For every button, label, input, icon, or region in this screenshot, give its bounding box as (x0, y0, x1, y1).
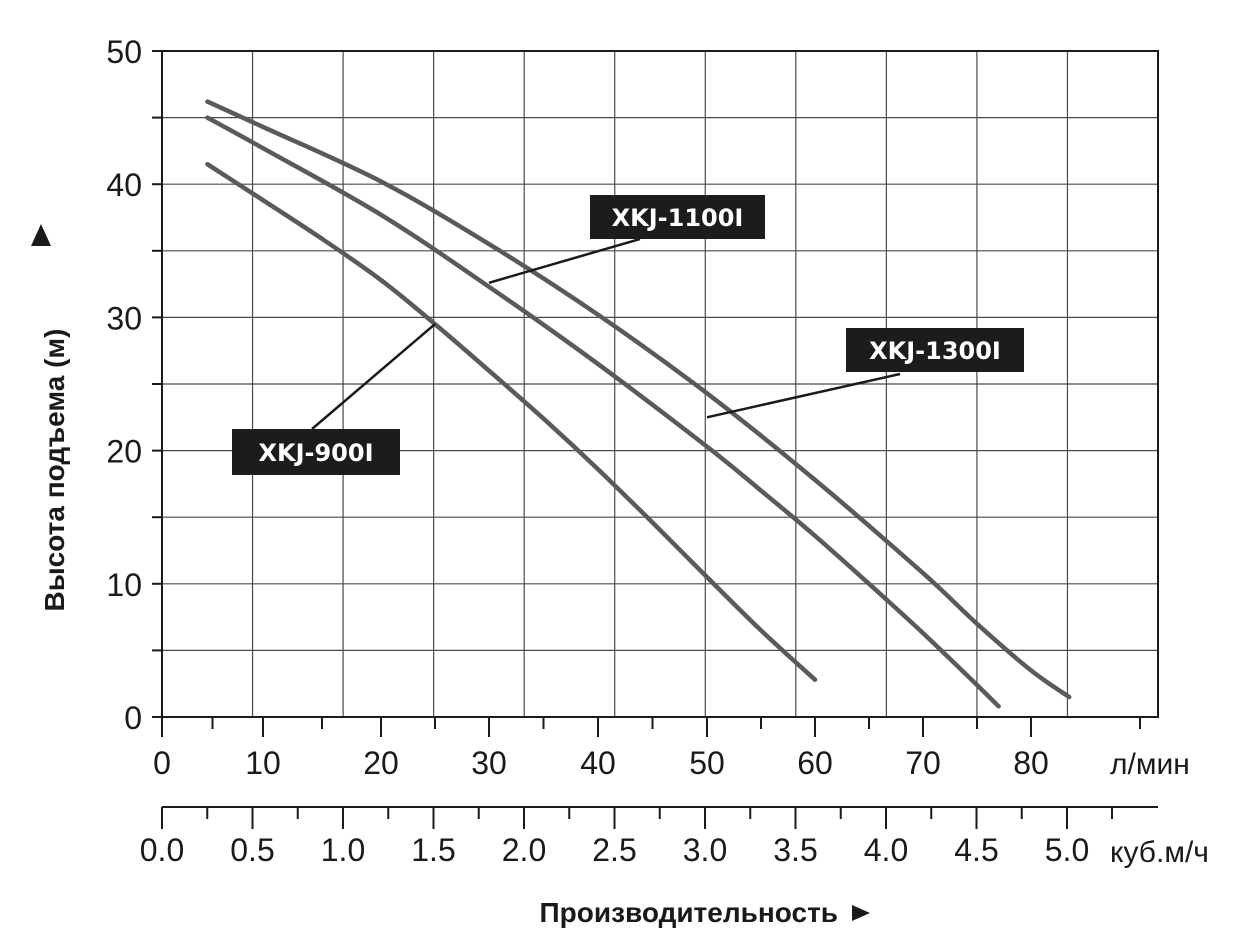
x-axis-arrow-icon (852, 905, 870, 921)
x-tick-label: 0 (153, 745, 171, 781)
x2-tick-label: 1.5 (411, 832, 455, 868)
annotation-tag-box (846, 328, 1024, 372)
y-tick-label: 0 (124, 700, 142, 736)
y-axis-title: Высота подъема (м) (39, 329, 70, 612)
y-axis-title-text: Высота подъема (м) (39, 329, 70, 612)
annotation-label: XKJ-1100I (612, 204, 744, 232)
annotation-tag-box (232, 429, 400, 475)
x-tick-label: 80 (1013, 745, 1049, 781)
series-line-xkj-900i (205, 161, 818, 682)
x2-tick-label: 4.0 (864, 832, 908, 868)
x2-tick-label: 5.0 (1045, 832, 1089, 868)
y-tick-label: 50 (106, 34, 142, 70)
x-tick-label: 60 (797, 745, 833, 781)
x2-tick-label: 3.5 (773, 832, 817, 868)
curves (205, 99, 1072, 709)
x-unit-label: л/мин (1110, 748, 1190, 781)
y-axis-arrow-icon (31, 224, 51, 246)
annotation-label: XKJ-1300I (869, 337, 1001, 365)
annotation-leader-line (706, 372, 901, 419)
x2-tick-label: 0.0 (140, 832, 184, 868)
y-tick-label: 30 (106, 300, 142, 336)
plot-frame (161, 50, 1159, 718)
x-axis-title: Производительность (540, 897, 838, 928)
x2-unit-label: куб.м/ч (1110, 836, 1209, 869)
x-tick-label: 10 (245, 745, 281, 781)
annotation-leader-line (311, 323, 436, 430)
annotation-leader-line (488, 237, 641, 284)
x2-tick-label: 2.0 (502, 832, 546, 868)
x2-tick-label: 2.5 (592, 832, 636, 868)
series-line-xkj-1300i (205, 99, 1072, 700)
y-tick-label: 10 (106, 567, 142, 603)
x-tick-label: 20 (363, 745, 399, 781)
x-tick-label: 70 (905, 745, 941, 781)
x2-tick-label: 0.5 (230, 832, 274, 868)
y-tick-label: 40 (106, 167, 142, 203)
x-tick-label: 40 (580, 745, 616, 781)
annotation-tag-box (590, 195, 765, 239)
x2-tick-label: 4.5 (954, 832, 998, 868)
x-tick-label: 30 (471, 745, 507, 781)
tick-labels: 0 10 20 30 40 50 0 10 20 30 40 50 60 70 80 0.0 0.5 1.0 1.5… (106, 34, 1089, 868)
series-line-xkj-1100i (205, 115, 1001, 709)
y-tick-label: 20 (106, 434, 142, 470)
annotation-label: XKJ-900I (258, 439, 373, 467)
x2-tick-label: 3.0 (683, 832, 727, 868)
x2-tick-label: 1.0 (321, 832, 365, 868)
x-tick-label: 50 (689, 745, 725, 781)
